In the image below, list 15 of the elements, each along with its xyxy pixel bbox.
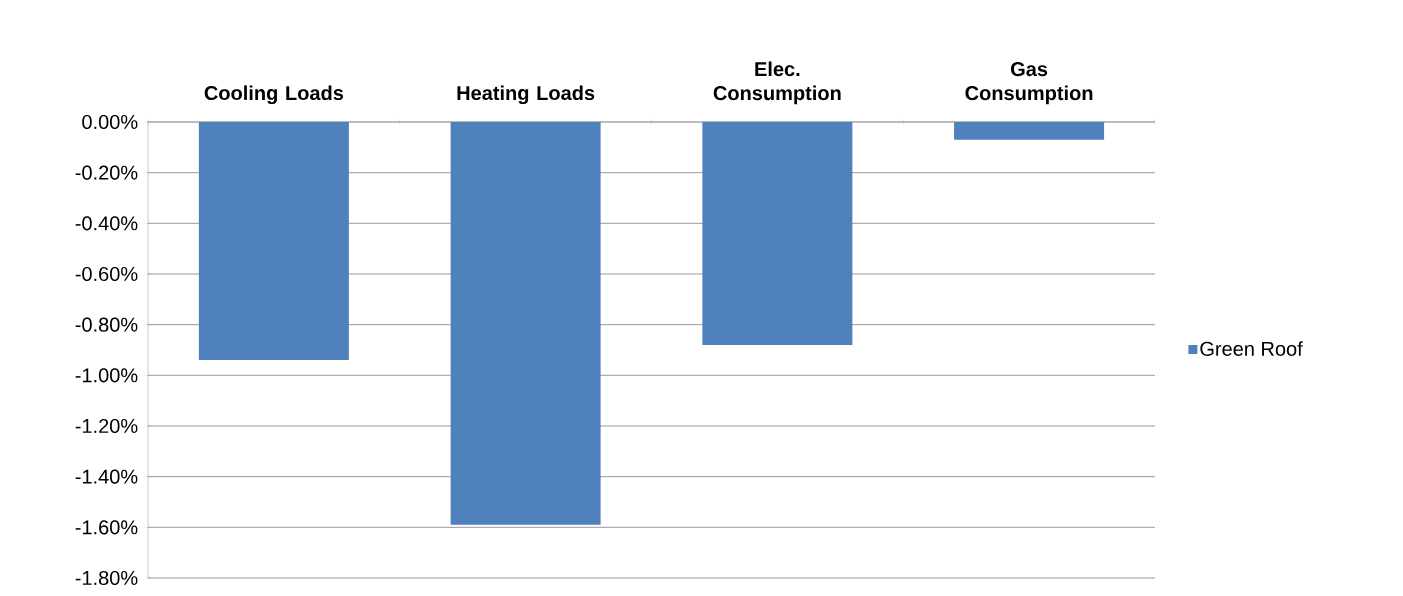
x-tick-label: Elec. Consumption (713, 61, 841, 105)
x-tick-label: Gas Consumption (965, 62, 1093, 105)
legend-label: Green Roof (1200, 341, 1303, 356)
y-tick-label: -0.40% (75, 216, 138, 231)
y-tick-label: -1.40% (75, 469, 138, 484)
y-tick-label: -0.80% (75, 317, 138, 332)
y-tick-label: -1.60% (75, 520, 138, 535)
x-tick-label: Cooling Loads (204, 85, 344, 105)
y-tick-label: -0.20% (75, 165, 138, 180)
y-tick-label: 0.00% (82, 114, 138, 130)
y-tick-label: -1.00% (75, 368, 138, 383)
y-tick-label: -0.60% (75, 266, 138, 282)
y-tick-label: -1.20% (75, 418, 138, 434)
x-tick-label: Heating Loads (457, 85, 595, 105)
y-tick-label: -1.80% (75, 570, 138, 586)
